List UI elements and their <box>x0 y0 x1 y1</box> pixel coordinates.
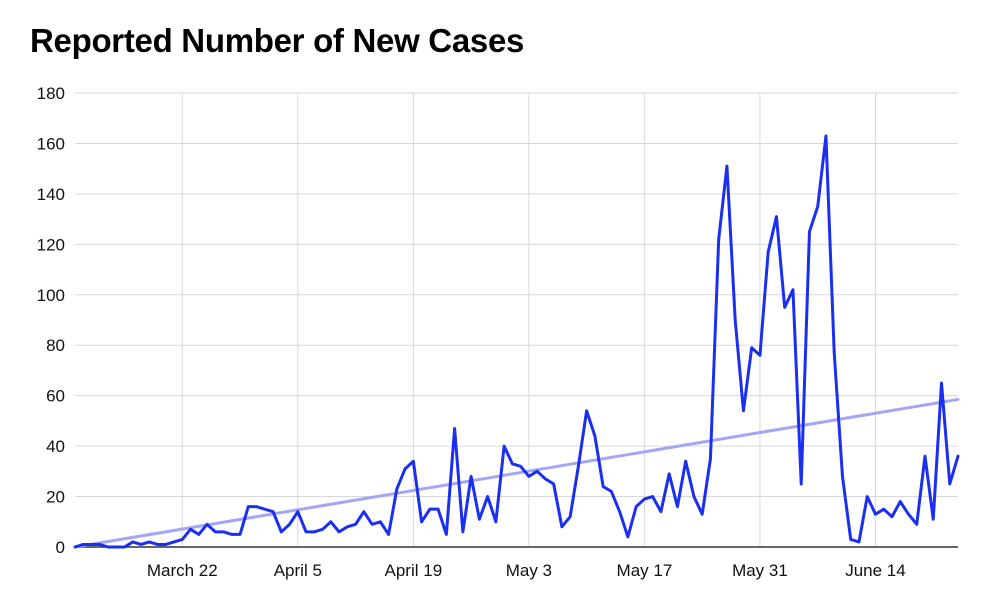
y-tick-label: 180 <box>37 84 65 103</box>
x-tick-label: June 14 <box>845 561 906 580</box>
x-tick-label: May 3 <box>506 561 552 580</box>
y-tick-label: 60 <box>46 387 65 406</box>
y-tick-label: 20 <box>46 488 65 507</box>
y-tick-label: 80 <box>46 336 65 355</box>
new-cases-line <box>73 134 960 549</box>
y-tick-label: 120 <box>37 235 65 254</box>
chart-title: Reported Number of New Cases <box>30 22 525 59</box>
x-tick-label: April 19 <box>385 561 443 580</box>
trendline <box>73 397 960 549</box>
x-tick-label: May 17 <box>617 561 673 580</box>
tick-labels: 0 20 40 60 80 100 120 140 160 180 March 22 April 5 A… <box>37 84 906 580</box>
x-tick-label: March 22 <box>147 561 218 580</box>
gridlines <box>75 92 958 547</box>
y-tick-label: 40 <box>46 437 65 456</box>
y-tick-label: 100 <box>37 286 65 305</box>
x-tick-label: May 31 <box>732 561 788 580</box>
y-tick-label: 140 <box>37 185 65 204</box>
series <box>73 134 960 549</box>
y-tick-label: 160 <box>37 134 65 153</box>
x-tick-label: April 5 <box>274 561 322 580</box>
y-tick-label: 0 <box>56 538 65 557</box>
